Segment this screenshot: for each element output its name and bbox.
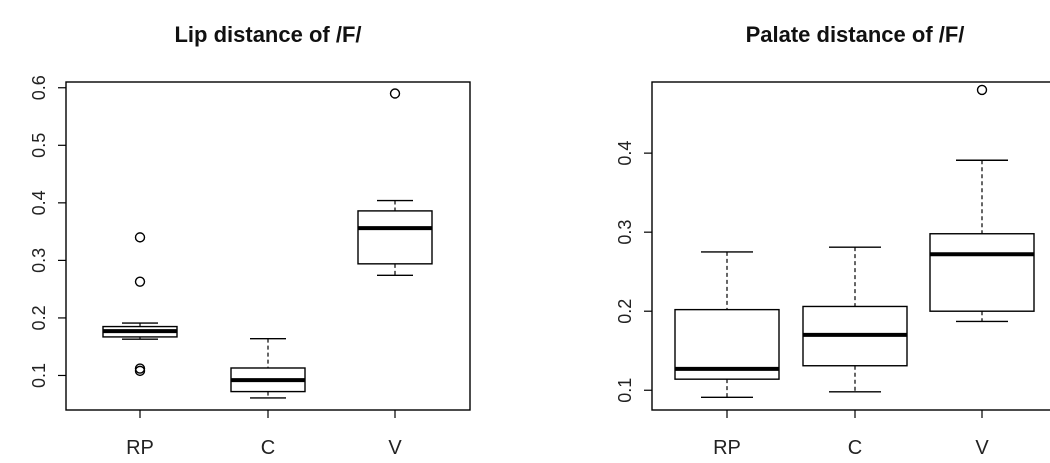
box-V <box>357 88 433 277</box>
y-tick-label: 0.4 <box>29 190 49 215</box>
box-RP <box>102 232 178 377</box>
outlier-point <box>134 365 146 377</box>
outlier-point <box>976 84 988 96</box>
y-tick-label: 0.3 <box>615 220 635 245</box>
outlier-point <box>134 276 146 287</box>
iqr-box <box>929 233 1035 312</box>
y-tick-label: 0.1 <box>29 363 49 388</box>
panel-lip-distance: Lip distance of /F/ 0.1 0.2 0.3 0.4 0.5 0.6 RP… <box>29 22 471 459</box>
chart-title: Lip distance of /F/ <box>174 22 361 47</box>
chart-title: Palate distance of /F/ <box>746 22 965 47</box>
plot-frame <box>651 81 1050 411</box>
box-RP <box>674 251 780 399</box>
outlier-point <box>134 232 146 243</box>
box-V <box>929 84 1035 323</box>
box-C <box>802 246 908 393</box>
marks-group: 0.1 0.2 0.3 0.4 0.5 0.6 RP C V <box>29 75 433 459</box>
x-tick-label: RP <box>126 437 154 459</box>
y-tick-label: 0.1 <box>615 378 635 403</box>
x-tick-label: C <box>848 437 862 459</box>
x-tick-label: V <box>975 437 989 459</box>
y-tick-label: 0.4 <box>615 141 635 166</box>
panel-palate-distance: Palate distance of /F/ 0.1 0.2 0.3 0.4 RP C V <box>615 22 1050 459</box>
box-C <box>230 337 306 399</box>
y-tick-label: 0.5 <box>29 133 49 158</box>
y-tick-label: 0.6 <box>29 75 49 100</box>
x-tick-label: C <box>261 437 275 459</box>
marks-group: 0.1 0.2 0.3 0.4 RP C V <box>615 84 1035 459</box>
x-tick-label: RP <box>713 437 741 459</box>
y-tick-label: 0.3 <box>29 248 49 273</box>
iqr-box <box>357 210 433 265</box>
x-tick-label: V <box>388 437 402 459</box>
outlier-point <box>389 88 401 99</box>
y-tick-label: 0.2 <box>615 299 635 324</box>
y-tick-label: 0.2 <box>29 305 49 330</box>
